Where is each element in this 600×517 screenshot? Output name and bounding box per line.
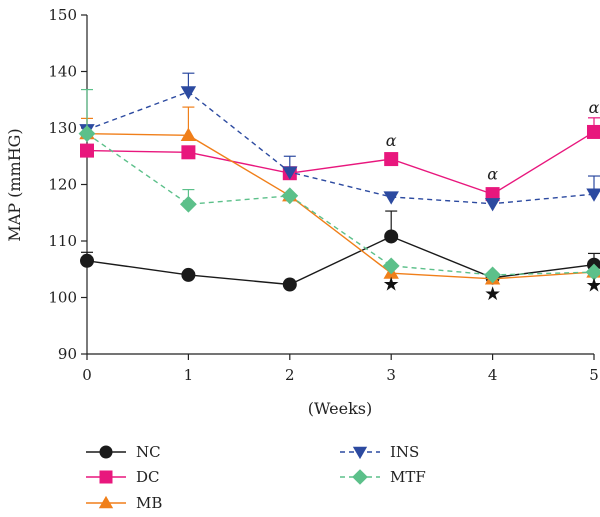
annotations: α α α ★ ★ ★ [383, 98, 600, 305]
series-line-dc [86, 131, 595, 195]
significance-star: ★ [383, 273, 400, 295]
legend-marker-mtf [352, 469, 368, 485]
series-line-ins [86, 91, 595, 205]
x-tick-label: 0 [82, 366, 92, 384]
data-point-ins [282, 166, 298, 180]
series-line-mb [86, 132, 595, 280]
x-tick-label: 3 [386, 366, 396, 384]
series-mtf [78, 88, 600, 284]
data-point-nc [384, 229, 399, 244]
significance-alpha: α [589, 98, 600, 117]
data-point-mtf [484, 266, 501, 284]
data-point-dc [587, 124, 600, 139]
data-point-ins [383, 191, 399, 205]
series-ins [79, 72, 600, 212]
x-tick-label: 5 [589, 366, 599, 384]
legend-marker-ins [352, 446, 368, 460]
data-point-mtf [78, 125, 96, 143]
series-layer [78, 72, 600, 292]
data-point-mtf [180, 195, 197, 213]
data-point-ins [586, 188, 600, 202]
legend-item-mtf: MTF [340, 468, 426, 486]
x-axis-title: (Weeks) [308, 399, 372, 418]
data-point-dc [485, 187, 500, 202]
y-tick-label: 100 [48, 289, 77, 307]
data-point-mb [180, 127, 197, 141]
data-point-dc [181, 145, 196, 160]
series-nc [80, 210, 600, 292]
significance-star: ★ [484, 283, 501, 305]
data-point-mtf [281, 187, 299, 205]
legend-label-nc: NC [136, 443, 161, 461]
data-point-mtf [585, 263, 600, 281]
legend-marker-mb [98, 495, 114, 509]
legend-label-ins: INS [390, 443, 419, 461]
series-line-nc [86, 235, 595, 286]
significance-star: ★ [585, 275, 600, 297]
y-tick-label: 130 [48, 119, 77, 137]
legend-item-nc: NC [86, 443, 161, 461]
axes: 90 100 110 120 130 140 150 0 1 2 3 4 5 [48, 6, 598, 384]
y-tick-label: 120 [48, 176, 77, 194]
data-point-nc [80, 253, 94, 268]
data-point-ins [484, 198, 501, 212]
data-point-dc [80, 143, 94, 158]
y-tick-label: 110 [48, 232, 77, 250]
significance-alpha: α [487, 164, 498, 183]
x-tick-label: 1 [184, 366, 194, 384]
data-point-nc [181, 267, 196, 282]
data-point-mtf [382, 257, 400, 275]
legend-label-dc: DC [136, 468, 160, 486]
series-dc [80, 117, 600, 202]
legend-item-mb: MB [86, 494, 162, 512]
legend-item-dc: DC [86, 468, 160, 486]
legend: NC DC MB INS MTF [86, 443, 426, 512]
legend-marker-nc [99, 445, 113, 459]
y-tick-label: 90 [58, 345, 77, 363]
series-mb [79, 106, 600, 285]
legend-item-ins: INS [340, 443, 419, 461]
legend-label-mb: MB [136, 494, 162, 512]
y-tick-label: 140 [48, 63, 77, 81]
series-line-mtf [86, 133, 595, 276]
x-tick-label: 4 [488, 366, 498, 384]
legend-label-mtf: MTF [390, 468, 426, 486]
data-point-dc [384, 152, 399, 167]
legend-marker-dc [99, 470, 113, 484]
y-axis-title: MAP (mmHG) [5, 128, 24, 241]
x-tick-label: 2 [285, 366, 295, 384]
data-point-ins [180, 86, 197, 100]
data-point-nc [282, 277, 297, 292]
y-tick-label: 150 [48, 6, 77, 24]
significance-alpha: α [386, 131, 397, 150]
